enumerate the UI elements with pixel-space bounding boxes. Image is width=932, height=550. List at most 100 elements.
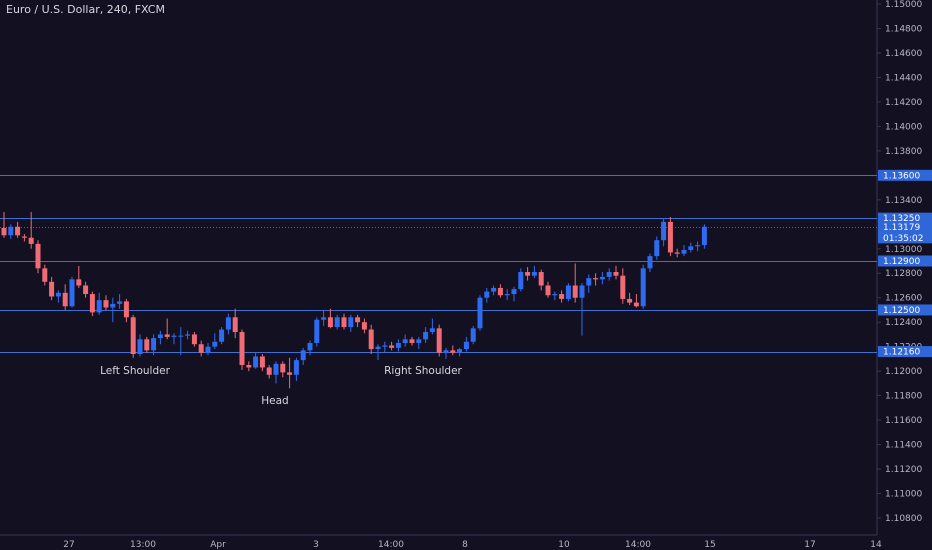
y-tick-label: 1.12600 <box>885 294 922 304</box>
candle-body <box>253 356 259 368</box>
pattern-annotation: Head <box>261 395 288 407</box>
candle-body <box>157 334 163 339</box>
candle-body <box>599 276 605 280</box>
candle-body <box>246 365 252 368</box>
candle-body <box>504 294 510 296</box>
candle-body <box>423 331 429 340</box>
candle-body <box>436 328 442 353</box>
candle-body <box>382 345 388 347</box>
x-tick-label: 17 <box>804 540 815 550</box>
candle-body <box>375 346 381 350</box>
candle-body <box>137 339 143 355</box>
candle-body <box>225 317 231 330</box>
candle-body <box>117 301 123 304</box>
y-tick-label: 1.11400 <box>885 441 922 451</box>
x-tick-label: 3 <box>313 540 319 550</box>
candle-body <box>688 246 694 250</box>
candle-body <box>640 268 646 307</box>
candle-body <box>280 363 286 373</box>
x-tick-label: 13:00 <box>130 540 156 550</box>
candle-body <box>266 367 272 375</box>
candle-body <box>511 289 517 295</box>
y-tick-label: 1.13400 <box>885 196 922 206</box>
x-tick-label: 8 <box>462 540 468 550</box>
candle-body <box>627 298 633 303</box>
y-tick-label: 1.11000 <box>885 490 922 500</box>
candle-body <box>402 339 408 343</box>
y-tick-label: 1.12400 <box>885 318 922 328</box>
candle-body <box>178 335 184 337</box>
level-tag-label: 1.12900 <box>883 257 920 267</box>
candle-body <box>572 285 578 298</box>
countdown-label: 01:35:02 <box>883 234 923 244</box>
level-tag <box>878 169 932 181</box>
y-tick-label: 1.14600 <box>885 49 922 59</box>
candle-body <box>620 275 626 299</box>
y-tick-label: 1.10800 <box>885 514 922 524</box>
candle-body <box>647 256 653 269</box>
x-tick-label: Apr <box>210 540 226 550</box>
candle-body <box>389 345 395 348</box>
candle-body <box>348 317 354 328</box>
level-tag-label: 1.13600 <box>883 171 920 181</box>
candle-body <box>633 302 639 307</box>
level-tag-label: 1.12500 <box>883 306 920 316</box>
y-tick-label: 1.14000 <box>885 122 922 132</box>
candle-body <box>83 285 89 295</box>
candle-body <box>130 317 136 355</box>
candle-body <box>681 249 687 254</box>
candle-body <box>552 294 558 296</box>
x-tick-label: 27 <box>63 540 74 550</box>
candle-body <box>62 292 68 307</box>
y-tick-label: 1.11200 <box>885 465 922 475</box>
level-tag <box>878 212 932 224</box>
candle-body <box>654 240 660 257</box>
candle-body <box>239 331 245 366</box>
candle-body <box>327 317 333 328</box>
pattern-annotation: Left Shoulder <box>100 365 171 377</box>
candle-body <box>8 226 14 236</box>
candle-body <box>123 301 129 318</box>
candle-body <box>361 322 367 330</box>
last-price-label: 1.13179 <box>883 223 920 233</box>
level-tag <box>878 304 932 316</box>
candle-body <box>49 281 55 297</box>
candle-body <box>273 363 279 375</box>
last-price-tag <box>878 221 932 244</box>
candle-body <box>409 339 415 343</box>
y-tick-label: 1.12000 <box>885 367 922 377</box>
candle-body <box>450 350 456 353</box>
candle-body <box>164 334 170 337</box>
candle-body <box>287 372 293 375</box>
y-tick-label: 1.14400 <box>885 73 922 83</box>
candle-body <box>701 226 707 246</box>
candle-body <box>334 317 340 328</box>
candle-body <box>110 303 116 308</box>
chart-title: Euro / U.S. Dollar, 240, FXCM <box>6 3 165 16</box>
candle-body <box>212 341 218 347</box>
candle-body <box>1 227 7 236</box>
y-tick-label: 1.14800 <box>885 24 922 34</box>
candle-body <box>470 328 476 342</box>
candle-body <box>259 356 265 368</box>
candle-body <box>191 334 197 345</box>
level-tag <box>878 255 932 267</box>
level-tag <box>878 346 932 358</box>
candle-body <box>89 294 95 313</box>
candle-body <box>42 268 48 282</box>
candle-body <box>545 285 551 296</box>
candle-body <box>661 221 667 241</box>
candle-body <box>395 342 401 348</box>
candle-body <box>463 341 469 350</box>
candle-body <box>674 252 680 254</box>
candle-body <box>477 297 483 329</box>
candle-body <box>232 317 238 332</box>
candle-body <box>497 287 503 296</box>
candle-body <box>559 294 565 299</box>
candle-body <box>205 346 211 353</box>
candle-body <box>491 287 497 292</box>
candle-body <box>144 339 150 351</box>
candle-body <box>667 221 673 253</box>
